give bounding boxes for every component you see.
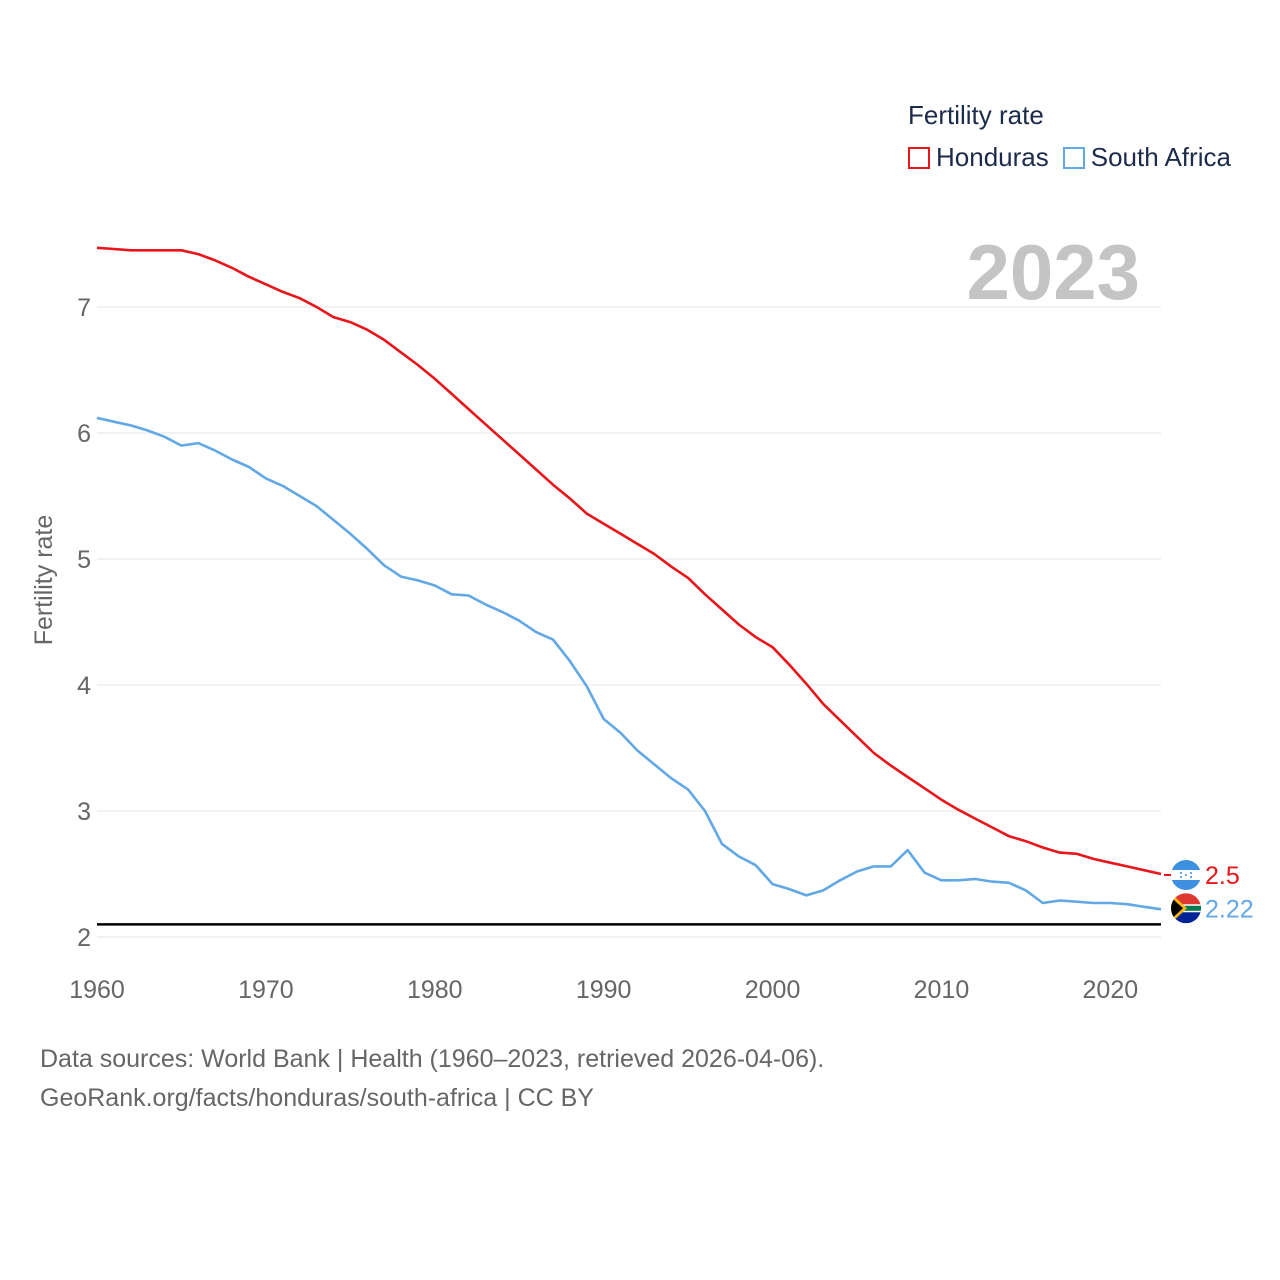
y-axis-label: Fertility rate: [30, 515, 58, 646]
legend-title: Fertility rate: [908, 100, 1044, 130]
legend-item-honduras[interactable]: Honduras: [908, 142, 1049, 173]
honduras-end-value: 2.5: [1205, 862, 1240, 890]
south-africa-flag-icon: [1171, 893, 1201, 924]
end-markers: 2.5 2.22: [1164, 860, 1254, 924]
series-lines: [96, 246, 1162, 911]
y-tick-label: 5: [77, 546, 91, 574]
x-tick-label: 1980: [407, 976, 463, 1004]
x-tick-label: 2020: [1083, 976, 1139, 1004]
x-tick-label: 1960: [69, 976, 125, 1004]
source-line-2[interactable]: GeoRank.org/facts/honduras/south-africa …: [40, 1084, 594, 1112]
series-line-honduras[interactable]: [96, 246, 1162, 876]
legend-swatch-south-africa: [1062, 146, 1085, 169]
y-tick-label: 6: [77, 420, 91, 448]
legend-label-honduras: Honduras: [936, 142, 1049, 172]
y-tick-label: 7: [77, 294, 91, 322]
honduras-flag-icon: [1171, 860, 1201, 890]
y-tick-label: 2: [77, 924, 91, 952]
legend-label-south-africa: South Africa: [1090, 142, 1231, 172]
legend-item-south-africa[interactable]: South Africa: [1062, 142, 1231, 173]
series-line-south-africa[interactable]: [96, 416, 1162, 911]
x-axis-ticks: 1960 1970 1980 1990 2000 2010 2020: [69, 976, 1138, 1004]
x-tick-label: 1970: [238, 976, 294, 1004]
y-tick-label: 4: [77, 672, 91, 700]
x-tick-label: 2010: [914, 976, 970, 1004]
gridlines: [97, 306, 1161, 938]
x-tick-label: 2000: [745, 976, 801, 1004]
year-watermark: 2023: [966, 228, 1140, 316]
legend: Honduras South Africa: [908, 142, 1231, 173]
x-tick-label: 1990: [576, 976, 632, 1004]
y-tick-label: 3: [77, 798, 91, 826]
south-africa-end-value: 2.22: [1205, 895, 1254, 923]
y-axis-ticks: 2 3 4 5 6 7: [77, 294, 91, 952]
source-line-1: Data sources: World Bank | Health (1960–…: [40, 1045, 825, 1073]
legend-swatch-honduras: [908, 146, 930, 169]
